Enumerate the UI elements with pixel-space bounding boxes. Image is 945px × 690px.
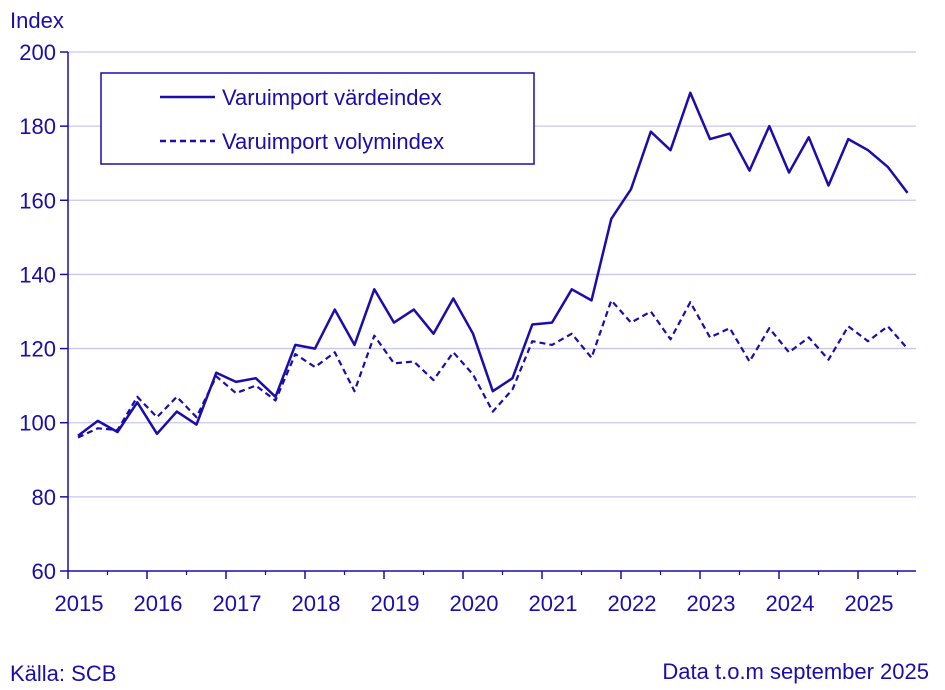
x-tick-label: 2024 [766,591,815,616]
y-tick-labels: 60 80 100 120 140 160 180 200 [19,40,56,584]
legend-label: Varuimport värdeindex [222,85,442,110]
x-tick-label: 2016 [134,591,183,616]
x-tick-label: 2020 [450,591,499,616]
source-note: Källa: SCB [10,661,117,686]
data-date-note: Data t.o.m september 2025 [662,659,929,684]
y-tick-label: 200 [19,40,56,65]
y-tick-label: 140 [19,262,56,287]
y-axis-label: Index [10,8,64,33]
x-tick-labels: 2015 2016 2017 2018 2019 2020 2021 2022 2023 2024… [55,591,894,616]
y-tick-label: 180 [19,114,56,139]
axes [60,51,916,579]
y-tick-label: 60 [32,559,56,584]
x-tick-label: 2017 [213,591,262,616]
y-tick-label: 120 [19,337,56,362]
volymindex-line [77,299,909,439]
x-tick-label: 2023 [687,591,736,616]
y-tick-label: 100 [19,411,56,436]
x-tick-label: 2025 [845,591,894,616]
y-tick-label: 80 [32,485,56,510]
series-lines [77,91,909,439]
x-tick-label: 2018 [292,591,341,616]
legend: Varuimport värdeindex Varuimport volymind… [100,72,535,165]
y-tick-label: 160 [19,188,56,213]
x-tick-label: 2022 [608,591,657,616]
x-tick-label: 2015 [55,591,104,616]
vardeindex-line [77,91,909,437]
legend-box [100,72,535,165]
x-tick-label: 2021 [529,591,578,616]
x-tick-label: 2019 [371,591,420,616]
legend-label: Varuimport volymindex [222,129,444,154]
